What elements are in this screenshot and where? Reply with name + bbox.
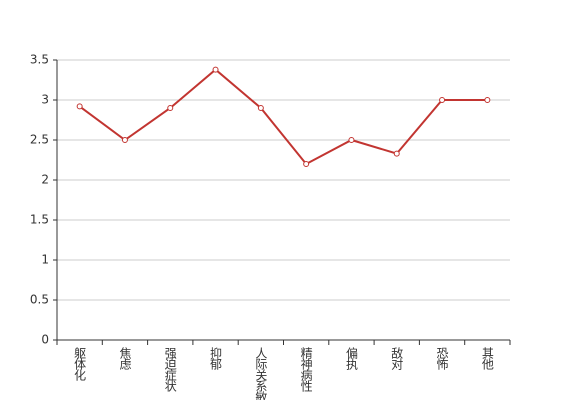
x-tick-label: 人际关系敏感 bbox=[254, 347, 268, 400]
x-tick-label: 强迫症状 bbox=[163, 347, 177, 392]
y-tick-label: 2 bbox=[41, 173, 49, 187]
y-tick-label: 0.5 bbox=[30, 293, 49, 307]
point bbox=[257, 105, 264, 111]
point bbox=[439, 97, 446, 103]
y-tick-label: 3.5 bbox=[30, 53, 49, 67]
y-tick-label: 3 bbox=[41, 93, 49, 107]
x-tick-label: 敌对 bbox=[390, 346, 404, 370]
point bbox=[303, 161, 310, 167]
point bbox=[212, 66, 219, 73]
x-tick-label: 抑郁 bbox=[209, 346, 223, 371]
point bbox=[167, 105, 174, 111]
y-tick-label: 2.5 bbox=[30, 133, 49, 147]
y-tick-label: 1 bbox=[41, 253, 49, 267]
x-tick-label: 其他 bbox=[480, 347, 494, 370]
x-tick-label: 精神病性 bbox=[299, 347, 313, 393]
point bbox=[76, 103, 83, 110]
x-tick-label: 偏执 bbox=[344, 346, 358, 371]
x-tick-label: 恐怖 bbox=[435, 347, 449, 370]
series-line bbox=[79, 68, 488, 166]
y-tick-label: 1.5 bbox=[30, 213, 49, 227]
point bbox=[121, 137, 128, 143]
x-tick-label: 焦虑 bbox=[118, 347, 132, 370]
y-tick-label: 0 bbox=[41, 333, 49, 347]
x-tick-label: 躯体化 bbox=[73, 346, 87, 382]
point bbox=[348, 137, 355, 143]
point bbox=[484, 97, 491, 103]
point bbox=[393, 150, 400, 157]
